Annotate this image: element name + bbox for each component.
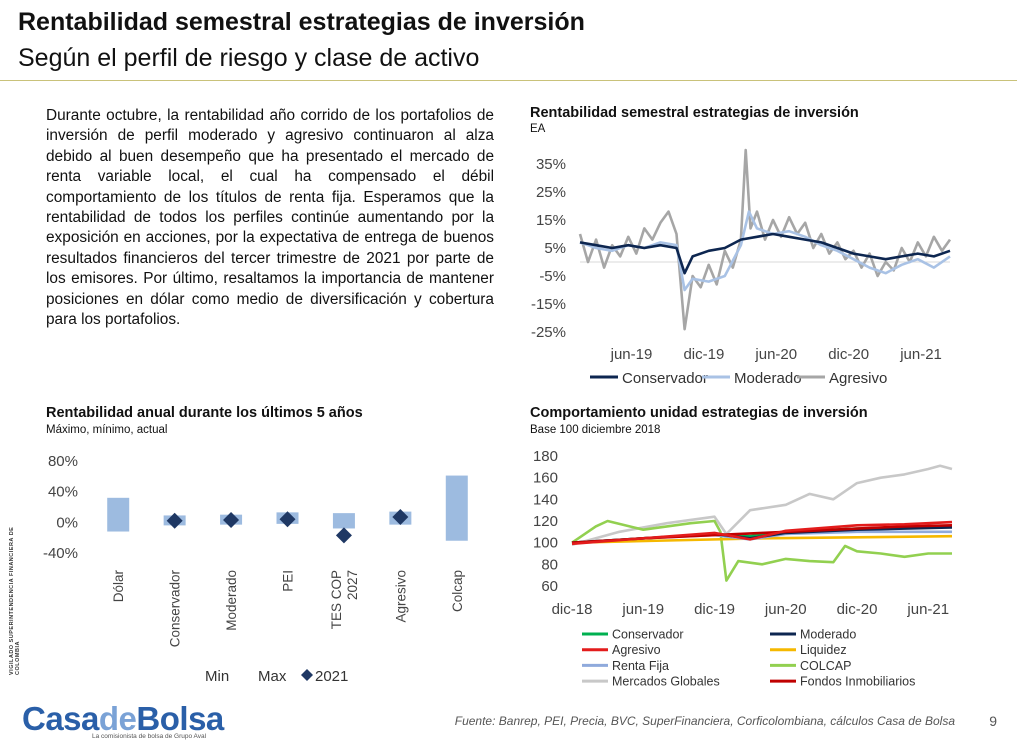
y-tick-label: -25% [531,324,566,341]
y-tick-label: -15% [531,296,566,313]
legend-label: Conservador [612,628,684,642]
logo-tagline: La comisionista de bolsa de Grupo Aval [92,733,207,740]
x-tick-label: jun-19 [610,346,653,363]
unit-behavior-chart: 180 160 140 120 100 80 60 dic-18 jun-19 dic-19 jun… [533,448,953,689]
y-tick-label: 180 [533,448,558,465]
category-label: Colcap [450,570,465,612]
y-tick-label: 120 [533,513,558,530]
x-tick-label: jun-20 [754,346,797,363]
chart2-title: Rentabilidad anual durante los últimos 5… [46,405,363,421]
range-bar [107,497,130,532]
legend-label: Fondos Inmobiliarios [800,675,915,689]
y-tick-label: 80 [541,556,558,573]
legend-2021-label: 2021 [315,668,348,685]
y-tick-label: 140 [533,491,558,508]
x-tick-label: jun-20 [764,601,807,618]
logo-de: de [98,700,137,737]
chart3-title: Comportamiento unidad estrategias de inv… [530,405,868,421]
legend-label: Moderado [734,370,802,387]
legend-label: Agresivo [612,643,661,657]
y-tick-label: -40% [43,545,78,562]
logo-bolsa: Bolsa [136,700,224,737]
series-line [571,520,953,546]
chart1-subtitle: EA [530,123,546,135]
category-label: Conservador [168,570,183,648]
category-label-group: PEI [281,570,296,592]
series-line-agresivo [578,148,952,331]
series-line [571,464,953,547]
chart2-subtitle: Máximo, mínimo, actual [46,424,168,436]
legend-label: Agresivo [829,370,887,387]
semestral-returns-chart: 35% 25% 15% 5% -5% -15% -25% jun-19 dic-19 jun-20… [531,148,952,387]
source-note: Fuente: Banrep, PEI, Precia, BVC, SuperF… [454,714,955,728]
marker-2021 [392,508,409,525]
page-title: Rentabilidad semestral estrategias de in… [18,8,585,36]
legend-label: Moderado [800,628,856,642]
annual-returns-chart: 80% 40% 0% -40% Dólar Conservador Moderado PEI T… [43,453,468,685]
category-label: Dólar [111,570,126,603]
marker-2021 [223,512,240,529]
range-bar [332,513,355,529]
marker-2021 [166,512,183,529]
commentary-paragraph: Durante octubre, la rentabilidad año cor… [46,107,494,329]
x-tick-label: jun-21 [906,601,949,618]
category-label-group: Moderado [224,570,239,631]
x-tick-label: dic-19 [694,601,735,618]
vigilado-seal: VIGILADO SUPERINTENDENCIA FINANCIERA DE … [9,505,25,675]
x-tick-label: jun-19 [621,601,664,618]
page-number: 9 [989,713,997,729]
logo-casa: Casa [22,700,99,737]
y-tick-label: -5% [539,268,566,285]
category-label-group: TES COP 2027 [329,570,360,629]
legend-label: Mercados Globales [612,675,720,689]
x-tick-label: dic-18 [552,601,593,618]
x-tick-label: dic-19 [683,346,724,363]
casadebolsa-logo: CasadeBolsa [22,700,224,738]
y-tick-label: 160 [533,470,558,487]
y-tick-label: 35% [536,156,566,173]
y-tick-label: 60 [541,578,558,595]
legend-label: Conservador [622,370,708,387]
category-label-group: Conservador [168,570,183,648]
legend-label: Renta Fija [612,659,669,673]
vigilado-text: VIGILADO SUPERINTENDENCIA FINANCIERA DE … [9,526,21,675]
category-label-group: Agresivo [393,570,408,623]
category-label: Agresivo [393,570,408,623]
range-bar [445,475,468,541]
x-tick-label: dic-20 [837,601,878,618]
y-tick-label: 25% [536,184,566,201]
x-tick-label: dic-20 [828,346,869,363]
category-label: PEI [281,570,296,592]
category-label: Moderado [224,570,239,631]
series-line [571,519,952,582]
y-tick-label: 5% [544,240,566,257]
category-label: 2027 [345,570,360,600]
marker-2021 [335,527,352,544]
x-tick-label: jun-21 [899,346,942,363]
legend-label: COLCAP [800,659,851,673]
legend-2021-marker [301,669,313,681]
y-tick-label: 100 [533,535,558,552]
category-label-group: Dólar [111,570,126,603]
legend-min-label: Min [205,668,229,685]
header-divider [0,80,1017,81]
legend-label: Liquidez [800,643,847,657]
y-tick-label: 0% [56,514,78,531]
y-tick-label: 80% [48,453,78,470]
category-label-group: Colcap [450,570,465,612]
series-line-conservador [579,232,951,275]
marker-2021 [279,511,296,528]
legend-max-label: Max [258,668,287,685]
chart3-subtitle: Base 100 diciembre 2018 [530,424,661,436]
category-label: TES COP [329,570,344,629]
chart1-title: Rentabilidad semestral estrategias de in… [530,105,859,121]
page-subtitle: Según el perfil de riesgo y clase de act… [18,44,480,72]
y-tick-label: 40% [48,484,78,501]
y-tick-label: 15% [536,212,566,229]
